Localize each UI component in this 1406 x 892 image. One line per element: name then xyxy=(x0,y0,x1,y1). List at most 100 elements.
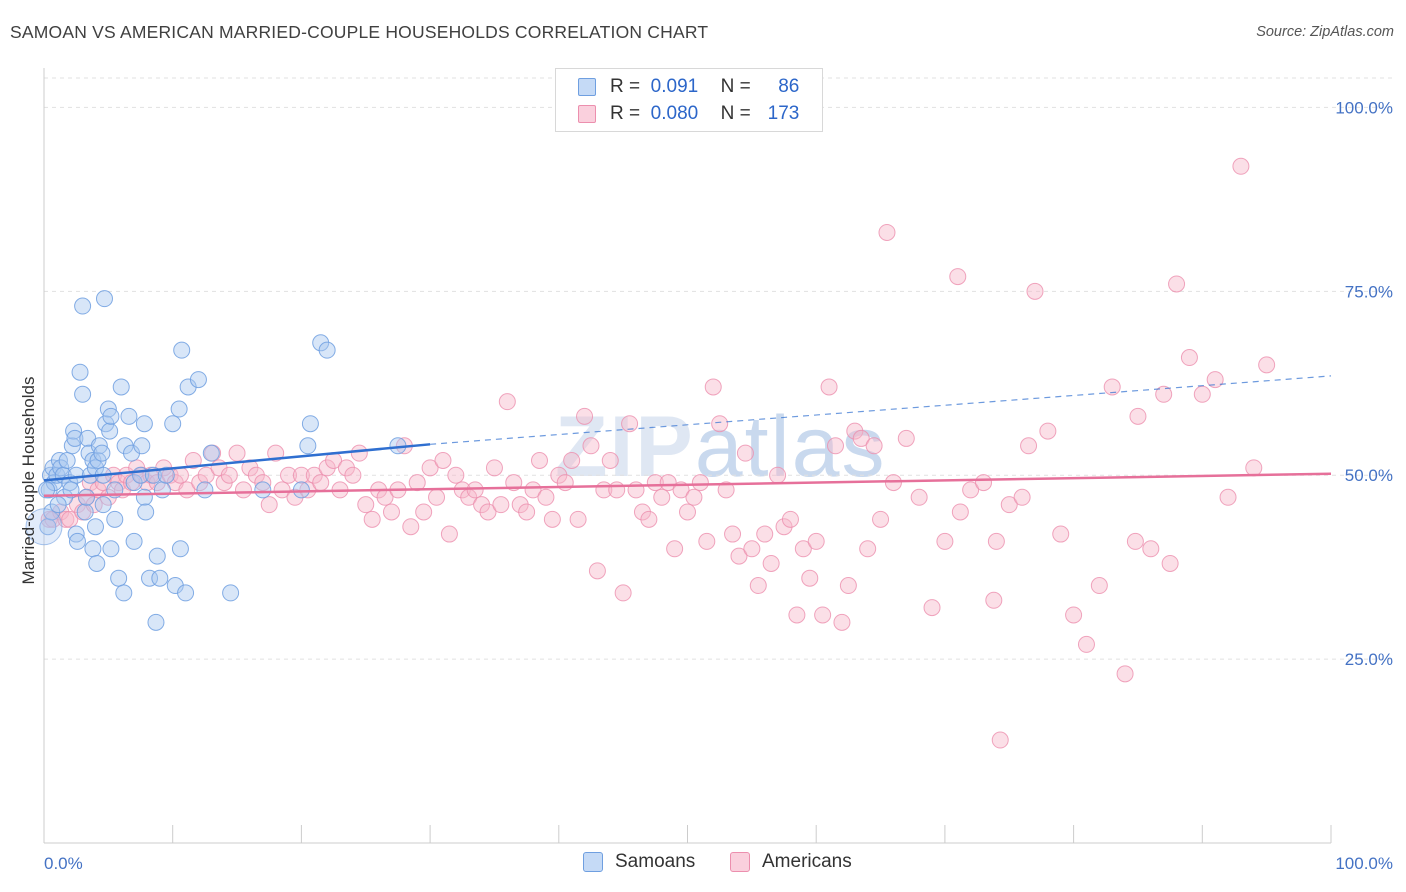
y-tick-label: 75.0% xyxy=(1345,282,1393,301)
watermark-thin: atlas xyxy=(694,399,887,495)
american-point xyxy=(234,481,252,499)
american-point xyxy=(865,437,883,455)
american-point xyxy=(1077,635,1095,653)
grid xyxy=(44,77,1393,660)
american-point xyxy=(576,407,594,425)
american-point xyxy=(569,510,587,528)
american-point xyxy=(363,510,381,528)
american-point xyxy=(518,503,536,521)
samoan-point xyxy=(71,363,89,381)
legend-american-r-value: 0.080 xyxy=(650,103,699,124)
bottom-legend-samoans-label: Samoans xyxy=(615,851,696,872)
american-point xyxy=(1026,282,1044,300)
y-tick-label: 25.0% xyxy=(1345,650,1393,669)
american-point xyxy=(292,466,310,484)
samoan-point xyxy=(67,525,85,543)
american-point xyxy=(1129,407,1147,425)
american-point xyxy=(807,532,825,550)
samoan-point xyxy=(141,569,159,587)
american-point xyxy=(781,510,799,528)
american-point xyxy=(749,577,767,595)
american-point xyxy=(762,554,780,572)
american-point xyxy=(1013,488,1031,506)
american-point xyxy=(1206,371,1224,389)
american-point xyxy=(260,496,278,514)
american-point xyxy=(530,452,548,469)
chart-title: SAMOAN VS AMERICAN MARRIED-COUPLE HOUSEH… xyxy=(10,22,709,42)
samoan-point xyxy=(171,540,189,558)
samoan-point xyxy=(170,400,188,418)
american-point xyxy=(1168,275,1186,293)
american-point xyxy=(184,452,202,469)
american-point xyxy=(1000,496,1018,514)
american-point xyxy=(736,444,754,462)
american-point xyxy=(588,562,606,580)
samoan-point xyxy=(153,481,171,499)
american-point xyxy=(479,503,497,521)
samoan-point xyxy=(318,341,336,359)
american-point xyxy=(724,525,742,543)
samoan-point xyxy=(58,452,76,469)
bottom-legend-samoans[interactable]: Samoans xyxy=(583,851,695,873)
american-point xyxy=(852,429,870,447)
american-point xyxy=(1103,378,1121,396)
x-tick-label: 100.0% xyxy=(1335,854,1393,873)
y-axis-title: Married-couple Households xyxy=(19,377,38,585)
american-point xyxy=(434,452,452,469)
american-point xyxy=(717,481,735,499)
legend-american-r-label: R = xyxy=(610,103,641,124)
american-point xyxy=(653,488,671,506)
samoan-point xyxy=(84,540,102,558)
american-point xyxy=(769,466,787,484)
american-point xyxy=(382,503,400,521)
american-point xyxy=(788,606,806,624)
american-point xyxy=(220,466,238,484)
trend-lines xyxy=(43,375,1332,498)
american-point xyxy=(827,437,845,455)
samoan-point xyxy=(62,481,80,499)
samoan-point xyxy=(102,540,120,558)
samoan-point xyxy=(101,422,119,440)
y-tick-label: 50.0% xyxy=(1345,466,1393,485)
american-point xyxy=(711,415,729,433)
american-point xyxy=(1116,665,1134,683)
watermark: ZIPatlas xyxy=(555,398,886,497)
american-point xyxy=(743,540,761,558)
american-point xyxy=(197,466,215,484)
american-point xyxy=(897,429,915,447)
american-point xyxy=(666,540,684,558)
american-point xyxy=(312,474,330,492)
source-label: Source: ZipAtlas.com xyxy=(1256,24,1394,40)
samoan-point xyxy=(115,584,133,602)
american-point xyxy=(1245,459,1263,477)
american-point xyxy=(228,444,246,462)
samoan-point xyxy=(38,481,56,499)
american-point xyxy=(1065,606,1083,624)
samoan-point xyxy=(66,429,84,447)
watermark-bold: ZIP xyxy=(555,399,695,495)
american-point xyxy=(985,591,1003,609)
samoan-point xyxy=(151,569,169,587)
american-point xyxy=(440,525,458,543)
bottom-legend-americans[interactable]: Americans xyxy=(730,851,852,873)
samoan-point xyxy=(67,466,85,484)
samoan-point xyxy=(49,496,67,514)
samoan-point xyxy=(106,510,124,528)
american-point xyxy=(839,577,857,595)
american-point xyxy=(1219,488,1237,506)
american-point xyxy=(1193,385,1211,403)
samoan-trend-line xyxy=(43,443,431,482)
american-point xyxy=(614,584,632,602)
legend-american-n-value: 173 xyxy=(767,103,800,124)
samoan-swatch xyxy=(578,78,596,96)
legend-row-samoans: R = 0.091 N = 86 xyxy=(578,76,799,98)
legend-samoan-n-value: 86 xyxy=(778,76,800,97)
american-point xyxy=(171,466,189,484)
american-point xyxy=(923,599,941,617)
american-point xyxy=(1126,532,1144,550)
american-point xyxy=(872,510,890,528)
american-point xyxy=(344,466,362,484)
axes xyxy=(43,68,1332,844)
american-point xyxy=(415,503,433,521)
